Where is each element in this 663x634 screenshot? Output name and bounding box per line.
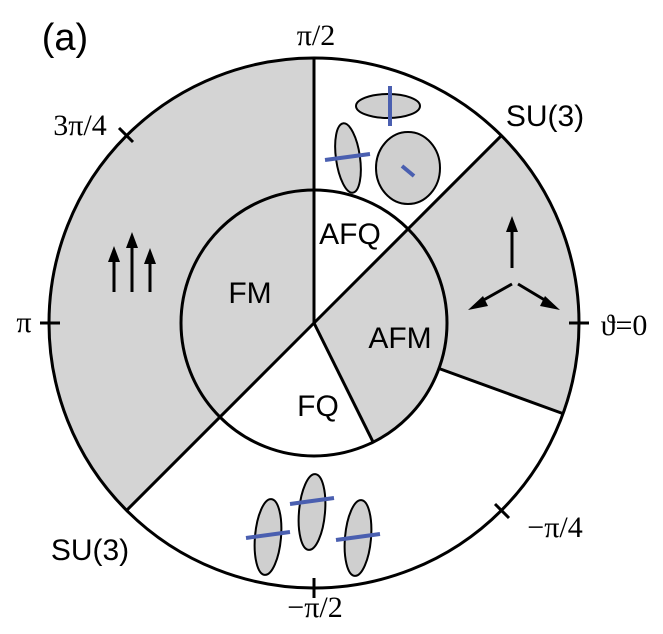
phase-label: AFQ — [319, 218, 381, 251]
phase-label: FM — [228, 277, 271, 310]
afq-ellipses — [331, 94, 440, 204]
angle-label: 3π/4 — [53, 109, 106, 142]
phase-label: AFM — [368, 322, 431, 355]
shape — [376, 132, 440, 204]
fq-ellipses — [252, 473, 375, 577]
angle-label: π — [16, 306, 31, 339]
panel-label: (a) — [42, 17, 88, 59]
angle-label: π/2 — [297, 19, 335, 52]
phase-label: FQ — [297, 390, 339, 423]
shape — [296, 473, 329, 551]
boundary-label: SU(3) — [506, 100, 584, 133]
phase-diagram: (a) π/2 3π/4 π ϑ=0 −π/4 −π/2 SU(3) SU(3)… — [0, 0, 663, 634]
angle-label: −π/2 — [287, 591, 342, 624]
boundary-label: SU(3) — [51, 534, 129, 567]
angle-label: ϑ=0 — [601, 309, 648, 342]
angle-label: −π/4 — [527, 511, 582, 544]
